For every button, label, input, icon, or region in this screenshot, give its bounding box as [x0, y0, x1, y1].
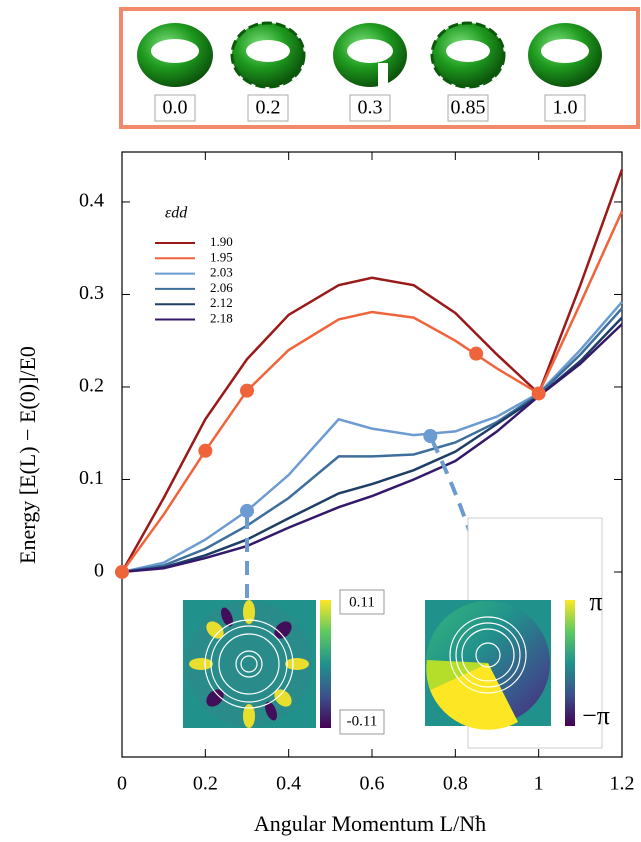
label-box: [349, 94, 391, 122]
y-tick-label: 0.3: [79, 282, 104, 304]
label-box: [154, 94, 196, 122]
legend-label: 2.03: [210, 265, 233, 280]
colorbar-label: −π: [582, 701, 610, 730]
marker: [198, 443, 213, 458]
y-tick-label: 0.1: [79, 467, 104, 489]
snapshot-frame: [119, 7, 640, 129]
y-tick-label: 0.4: [79, 190, 104, 212]
marker: [240, 383, 254, 398]
snapshot-label: 0.0: [163, 97, 188, 119]
colorbar-label: 0.11: [349, 594, 375, 610]
y-tick-label: 0.2: [79, 375, 104, 397]
inset-phase: [425, 517, 603, 749]
x-tick-label: 0.6: [360, 773, 385, 795]
snapshot-label: 1.0: [553, 97, 578, 119]
label-box: [447, 94, 489, 122]
marker: [469, 346, 484, 361]
marker: [115, 564, 129, 579]
plot: 00.10.20.30.40 0.2 0.4 0.6 0.8 1 1.21.901.952.…: [79, 152, 635, 795]
tori: [137, 21, 602, 89]
x-tick-label: 1.2: [610, 773, 635, 795]
marker: [240, 503, 254, 518]
x-tick-label: 0.8: [443, 773, 468, 795]
legend-label: 2.12: [210, 295, 233, 310]
snapshot-labels: 0.0 0.2 0.3 0.85 1.0: [154, 94, 586, 122]
label-box: [544, 94, 586, 122]
colorbar-label: π: [589, 587, 602, 616]
y-tick-label: 0: [94, 560, 104, 582]
x-tick-label: 0.4: [276, 773, 301, 795]
inset-density: [183, 589, 385, 735]
legend-label: 1.90: [210, 234, 233, 249]
legend-label: 2.06: [210, 280, 233, 295]
x-axis-label: Angular Momentum L/Nħ: [254, 811, 486, 836]
x-tick-label: 0: [117, 773, 127, 795]
legend-label: 1.95: [210, 249, 233, 264]
legend-label: 2.18: [210, 310, 233, 325]
series-line: [120, 169, 624, 573]
x-tick-label: 0.2: [193, 773, 218, 795]
colorbar-label: -0.11: [347, 713, 378, 729]
legend-title: εdd: [165, 205, 188, 222]
marker: [531, 386, 546, 401]
y-axis-label: Energy [E(L) − E(0)]/E0: [15, 346, 40, 564]
label-box: [247, 94, 289, 122]
snapshot-label: 0.85: [451, 97, 486, 119]
snapshot-label: 0.3: [358, 97, 383, 119]
x-tick-label: 1: [534, 773, 544, 795]
inset-labels: 0.11 -0.11 π −π: [347, 587, 610, 730]
snapshot-label: 0.2: [256, 97, 281, 119]
